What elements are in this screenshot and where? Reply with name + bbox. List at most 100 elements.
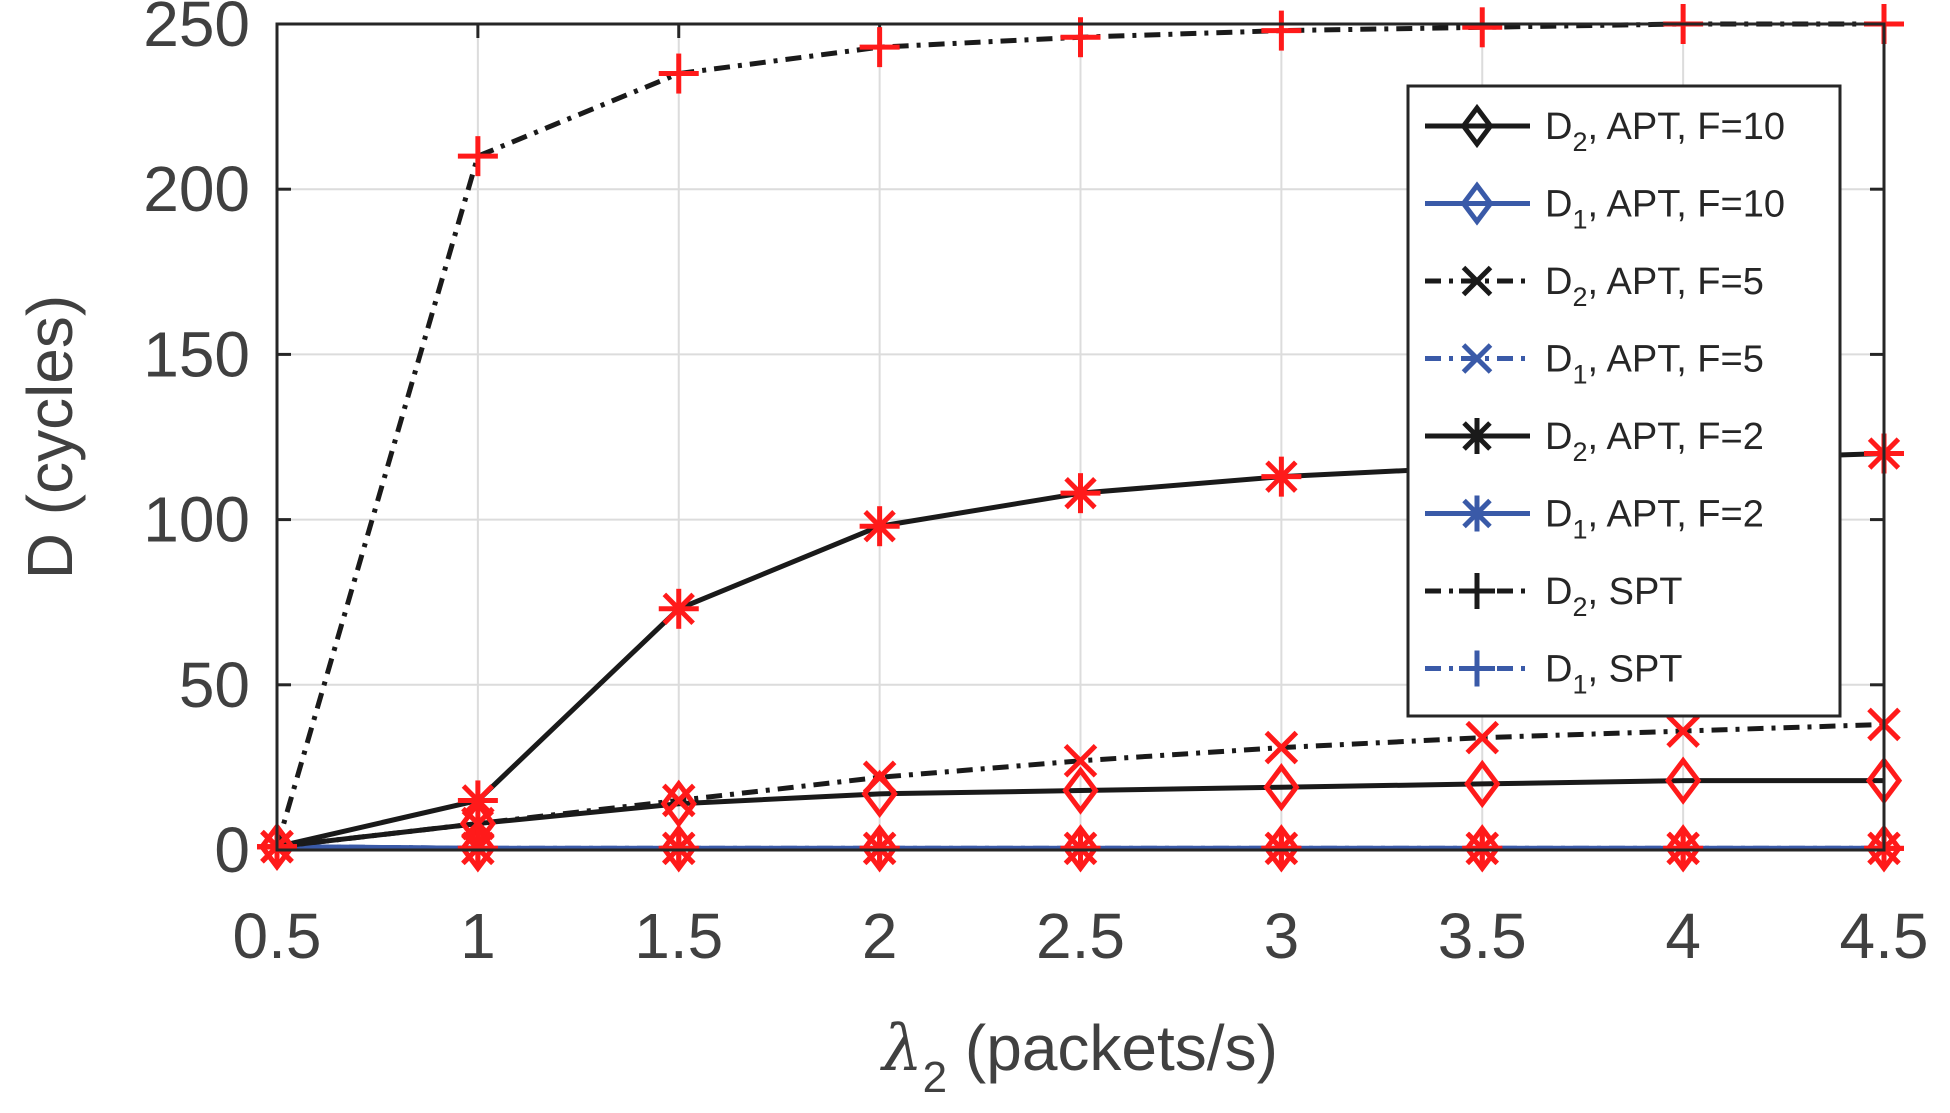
- data-point-s0-2: [660, 779, 697, 828]
- asterisk-stroke: [1462, 498, 1492, 529]
- data-point-s4-2: [658, 588, 699, 629]
- legend-marker-plus: [1459, 650, 1495, 687]
- legend-label-main: D: [1545, 649, 1572, 691]
- diamond-shape: [1464, 759, 1501, 809]
- legend-label-subscript: 1: [1572, 205, 1587, 235]
- data-point-s0-7: [1665, 756, 1702, 805]
- x-tick-label: 0.5: [233, 900, 322, 972]
- x-tick-label: 1: [460, 900, 496, 972]
- x-tick-label: 4.5: [1840, 900, 1929, 972]
- data-point-s2-4: [1063, 744, 1098, 778]
- y-tick-labels: 0 50 100 150 200 250: [143, 0, 250, 886]
- legend-label-main: D: [1545, 339, 1572, 381]
- y-axis-title: D (cycles): [14, 295, 86, 579]
- legend-label-rest: , APT, F=10: [1587, 184, 1785, 226]
- legend-label: D1, APT, F=5: [1545, 339, 1764, 390]
- data-point-s2-3: [862, 760, 897, 795]
- legend-label: D1, APT, F=2: [1545, 494, 1764, 545]
- diamond-shape: [1263, 763, 1300, 812]
- legend-marker-diamond: [1460, 181, 1494, 226]
- x-tick-label: 2.5: [1036, 900, 1125, 972]
- x-stroke: [862, 760, 897, 795]
- legend-label-rest: , APT, F=2: [1587, 416, 1763, 458]
- data-point-s7-3: [859, 828, 900, 869]
- data-point-s6-2: [658, 53, 699, 94]
- data-point-s6-1: [457, 136, 498, 177]
- legend-label-subscript: 1: [1572, 670, 1587, 700]
- legend-label-subscript: 2: [1572, 282, 1587, 312]
- legend-marker-asterisk: [1459, 495, 1495, 532]
- legend-label-rest: , SPT: [1587, 571, 1682, 613]
- x-tick-label: 4: [1665, 900, 1701, 972]
- data-point-s7-6: [1462, 828, 1503, 869]
- y-tick-label: 0: [214, 814, 250, 886]
- legend-label-rest: , SPT: [1587, 649, 1682, 691]
- x-stroke: [1063, 744, 1098, 778]
- legend-label-subscript: 1: [1572, 515, 1587, 545]
- data-point-s7-5: [1261, 828, 1302, 869]
- data-point-s6-6: [1462, 7, 1503, 48]
- y-tick-label: 200: [143, 153, 250, 225]
- legend-label-rest: , APT, F=5: [1587, 339, 1763, 381]
- legend-label-subscript: 2: [1572, 437, 1587, 467]
- asterisk-stroke: [1462, 421, 1492, 451]
- x-axis-subscript: 2: [923, 1053, 947, 1102]
- data-point-s4-3: [859, 506, 900, 547]
- legend-item-2: D2, APT, F=5: [1425, 261, 1764, 312]
- legend-label-main: D: [1545, 571, 1572, 613]
- data-point-s0-6: [1464, 759, 1501, 809]
- x-stroke: [1264, 730, 1299, 765]
- legend-label: D1, SPT: [1545, 649, 1683, 700]
- legend-item-7: D1, SPT: [1425, 649, 1683, 700]
- legend-label-main: D: [1545, 184, 1572, 226]
- legend-label-rest: , APT, F=2: [1587, 494, 1763, 536]
- data-point-s2-5: [1264, 730, 1299, 765]
- legend-label: D2, SPT: [1545, 571, 1683, 622]
- x-tick-label: 2: [862, 900, 898, 972]
- legend-marker-asterisk: [1459, 418, 1495, 454]
- x-axis-title-text: (packets/s): [947, 1012, 1278, 1084]
- legend-item-0: D2, APT, F=10: [1425, 103, 1785, 157]
- diamond-shape: [1665, 756, 1702, 805]
- data-point-s2-7: [1666, 714, 1700, 748]
- x-axis-symbol: λ: [879, 1012, 923, 1086]
- diamond-shape: [1460, 103, 1494, 149]
- x-stroke: [1461, 265, 1493, 297]
- legend-marker-x: [1461, 265, 1493, 297]
- legend-label-subscript: 2: [1572, 127, 1587, 157]
- y-tick-label: 100: [143, 484, 250, 556]
- data-point-s7-4: [1060, 828, 1101, 869]
- x-tick-label: 3.5: [1438, 900, 1527, 972]
- legend-marker-x: [1461, 343, 1493, 374]
- legend-label: D2, APT, F=10: [1545, 106, 1785, 157]
- x-tick-labels: 0.5 1 1.5 2 2.5 3 3.5 4 4.5: [233, 900, 1929, 972]
- y-tick-label: 150: [143, 318, 250, 390]
- x-tick-label: 1.5: [634, 900, 723, 972]
- asterisk-stroke: [461, 784, 495, 817]
- data-point-s4-5: [1261, 456, 1302, 497]
- series-line-0: [276, 778, 1884, 850]
- legend-marker-diamond: [1460, 103, 1494, 149]
- legend-label-main: D: [1545, 416, 1572, 458]
- data-point-s7-2: [658, 828, 699, 869]
- x-tick-label: 3: [1264, 900, 1300, 972]
- x-stroke: [1465, 720, 1500, 755]
- diamond-shape: [1460, 181, 1494, 226]
- y-tick-label: 50: [179, 649, 250, 721]
- data-point-s4-1: [457, 780, 498, 821]
- x-stroke: [661, 783, 696, 818]
- data-point-s2-2: [661, 783, 696, 818]
- legend-label-subscript: 1: [1572, 360, 1587, 390]
- legend-label-rest: , APT, F=10: [1587, 106, 1785, 148]
- asterisk-stroke: [662, 592, 695, 625]
- legend-item-4: D2, APT, F=2: [1425, 416, 1764, 467]
- legend-label-subscript: 2: [1572, 592, 1587, 622]
- legend-label-main: D: [1545, 106, 1572, 148]
- legend-item-3: D1, APT, F=5: [1425, 339, 1764, 390]
- legend-marker-plus: [1459, 573, 1495, 609]
- legend-label-rest: , APT, F=5: [1587, 261, 1763, 303]
- diamond-shape: [660, 779, 697, 828]
- y-tick-label: 250: [143, 0, 250, 60]
